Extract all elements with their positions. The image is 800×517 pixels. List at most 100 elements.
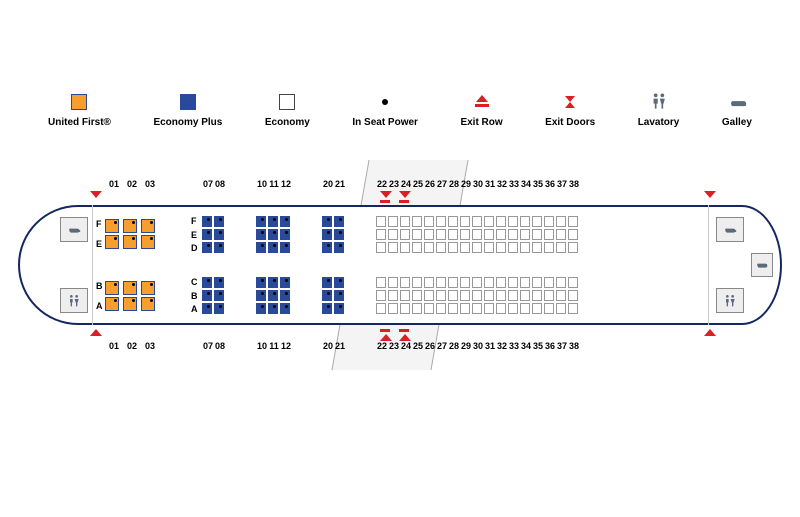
- seat-07E[interactable]: [202, 229, 212, 240]
- seat-27A[interactable]: [436, 303, 446, 314]
- seat-23D[interactable]: [388, 242, 398, 253]
- seat-36A[interactable]: [544, 303, 554, 314]
- seat-11C[interactable]: [268, 277, 278, 288]
- seat-34A[interactable]: [520, 303, 530, 314]
- seat-37A[interactable]: [556, 303, 566, 314]
- seat-37D[interactable]: [556, 242, 566, 253]
- seat-21E[interactable]: [334, 229, 344, 240]
- seat-20E[interactable]: [322, 229, 332, 240]
- seat-32C[interactable]: [496, 277, 506, 288]
- seat-25B[interactable]: [412, 290, 422, 301]
- seat-25A[interactable]: [412, 303, 422, 314]
- seat-22B[interactable]: [376, 290, 386, 301]
- seat-32E[interactable]: [496, 229, 506, 240]
- seat-12D[interactable]: [280, 242, 290, 253]
- seat-34D[interactable]: [520, 242, 530, 253]
- seat-25F[interactable]: [412, 216, 422, 227]
- seat-21C[interactable]: [334, 277, 344, 288]
- seat-12F[interactable]: [280, 216, 290, 227]
- seat-23C[interactable]: [388, 277, 398, 288]
- seat-01E[interactable]: [105, 235, 119, 249]
- seat-11A[interactable]: [268, 303, 278, 314]
- seat-31C[interactable]: [484, 277, 494, 288]
- seat-20D[interactable]: [322, 242, 332, 253]
- seat-20C[interactable]: [322, 277, 332, 288]
- seat-29C[interactable]: [460, 277, 470, 288]
- seat-34B[interactable]: [520, 290, 530, 301]
- seat-07B[interactable]: [202, 290, 212, 301]
- seat-33D[interactable]: [508, 242, 518, 253]
- seat-26A[interactable]: [424, 303, 434, 314]
- seat-03F[interactable]: [141, 219, 155, 233]
- seat-02B[interactable]: [123, 281, 137, 295]
- seat-10D[interactable]: [256, 242, 266, 253]
- seat-21F[interactable]: [334, 216, 344, 227]
- seat-27E[interactable]: [436, 229, 446, 240]
- seat-08E[interactable]: [214, 229, 224, 240]
- seat-31B[interactable]: [484, 290, 494, 301]
- seat-12A[interactable]: [280, 303, 290, 314]
- seat-23E[interactable]: [388, 229, 398, 240]
- seat-37C[interactable]: [556, 277, 566, 288]
- seat-24E[interactable]: [400, 229, 410, 240]
- seat-29E[interactable]: [460, 229, 470, 240]
- seat-03E[interactable]: [141, 235, 155, 249]
- seat-25E[interactable]: [412, 229, 422, 240]
- seat-11D[interactable]: [268, 242, 278, 253]
- seat-20F[interactable]: [322, 216, 332, 227]
- seat-21D[interactable]: [334, 242, 344, 253]
- seat-22E[interactable]: [376, 229, 386, 240]
- seat-30A[interactable]: [472, 303, 482, 314]
- seat-26C[interactable]: [424, 277, 434, 288]
- seat-12C[interactable]: [280, 277, 290, 288]
- seat-29B[interactable]: [460, 290, 470, 301]
- seat-23F[interactable]: [388, 216, 398, 227]
- seat-02E[interactable]: [123, 235, 137, 249]
- seat-29F[interactable]: [460, 216, 470, 227]
- seat-07F[interactable]: [202, 216, 212, 227]
- seat-30E[interactable]: [472, 229, 482, 240]
- seat-36F[interactable]: [544, 216, 554, 227]
- seat-36C[interactable]: [544, 277, 554, 288]
- seat-31D[interactable]: [484, 242, 494, 253]
- seat-24A[interactable]: [400, 303, 410, 314]
- seat-26B[interactable]: [424, 290, 434, 301]
- seat-35F[interactable]: [532, 216, 542, 227]
- seat-29D[interactable]: [460, 242, 470, 253]
- seat-01A[interactable]: [105, 297, 119, 311]
- seat-10B[interactable]: [256, 290, 266, 301]
- seat-08C[interactable]: [214, 277, 224, 288]
- seat-37B[interactable]: [556, 290, 566, 301]
- seat-08B[interactable]: [214, 290, 224, 301]
- seat-24D[interactable]: [400, 242, 410, 253]
- seat-24C[interactable]: [400, 277, 410, 288]
- seat-32B[interactable]: [496, 290, 506, 301]
- seat-10C[interactable]: [256, 277, 266, 288]
- seat-11B[interactable]: [268, 290, 278, 301]
- seat-33B[interactable]: [508, 290, 518, 301]
- seat-08D[interactable]: [214, 242, 224, 253]
- seat-28E[interactable]: [448, 229, 458, 240]
- seat-27B[interactable]: [436, 290, 446, 301]
- seat-33E[interactable]: [508, 229, 518, 240]
- seat-28D[interactable]: [448, 242, 458, 253]
- seat-33F[interactable]: [508, 216, 518, 227]
- seat-21B[interactable]: [334, 290, 344, 301]
- seat-23B[interactable]: [388, 290, 398, 301]
- seat-07A[interactable]: [202, 303, 212, 314]
- seat-01F[interactable]: [105, 219, 119, 233]
- seat-34E[interactable]: [520, 229, 530, 240]
- seat-26D[interactable]: [424, 242, 434, 253]
- seat-26F[interactable]: [424, 216, 434, 227]
- seat-30D[interactable]: [472, 242, 482, 253]
- seat-03A[interactable]: [141, 297, 155, 311]
- seat-32F[interactable]: [496, 216, 506, 227]
- seat-37F[interactable]: [556, 216, 566, 227]
- seat-37E[interactable]: [556, 229, 566, 240]
- seat-28B[interactable]: [448, 290, 458, 301]
- seat-10F[interactable]: [256, 216, 266, 227]
- seat-07C[interactable]: [202, 277, 212, 288]
- seat-11F[interactable]: [268, 216, 278, 227]
- seat-31E[interactable]: [484, 229, 494, 240]
- seat-27C[interactable]: [436, 277, 446, 288]
